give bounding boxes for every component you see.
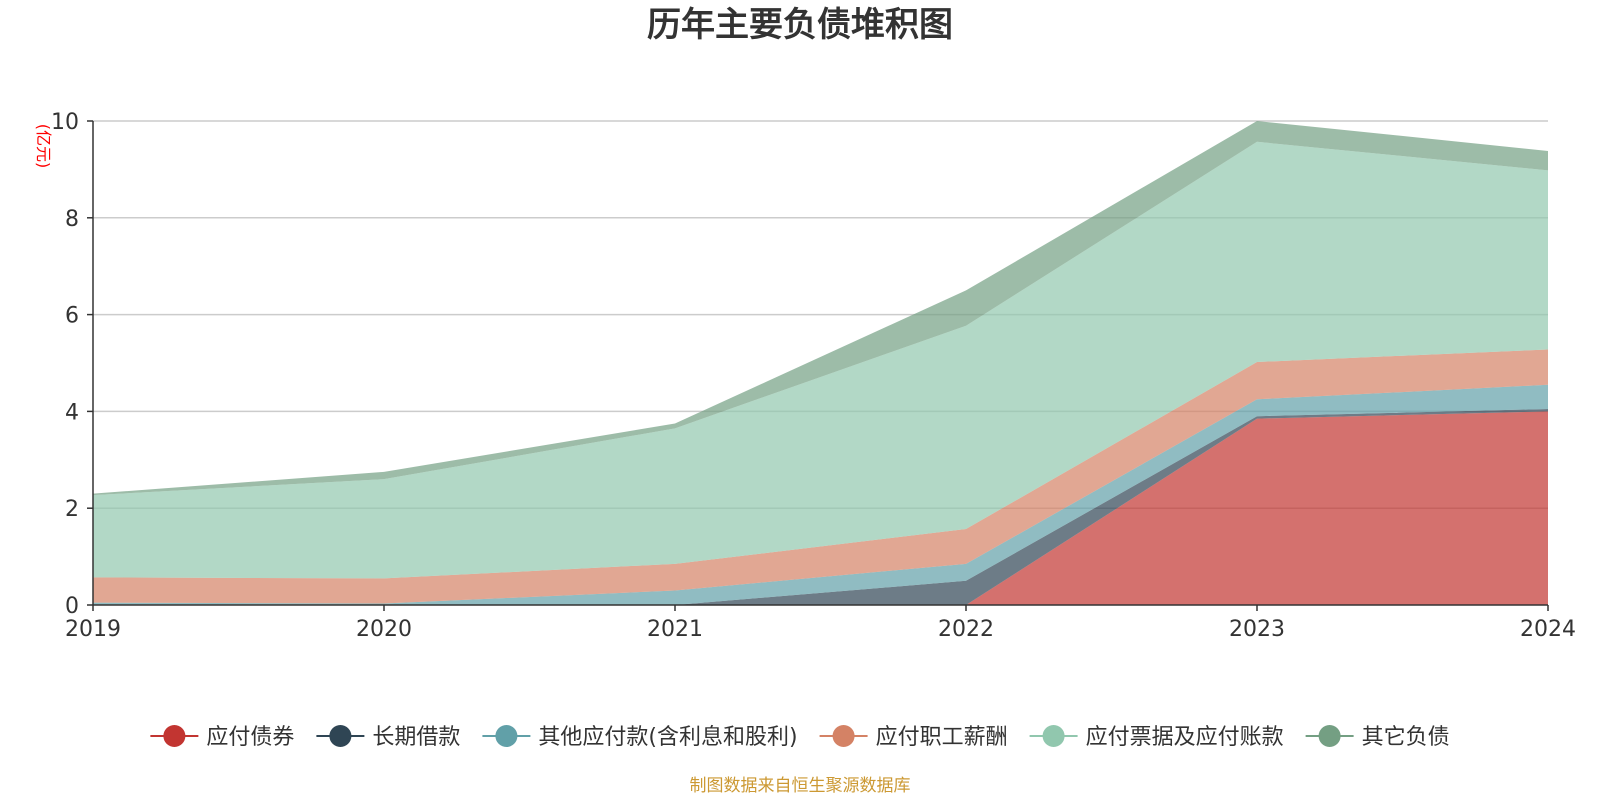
- x-tick-label: 2021: [647, 617, 703, 642]
- axes: 0 2 4 6 8 10 2019 2020 2021 2022 2023 2024: [51, 110, 1576, 642]
- legend-item-6[interactable]: 其它负债: [1305, 725, 1450, 750]
- y-tick-label: 8: [65, 207, 79, 232]
- legend-label: 应付票据及应付账款: [1086, 725, 1284, 750]
- area-2: [93, 408, 1548, 605]
- area-4: [93, 349, 1548, 604]
- legend-label: 应付职工薪酬: [876, 725, 1008, 750]
- legend-circle-icon: [1042, 725, 1065, 747]
- legend-item-1[interactable]: 应付债券: [150, 725, 294, 750]
- y-tick-label: 10: [51, 110, 79, 135]
- x-tick-label: 2022: [938, 617, 994, 642]
- legend-label: 应付债券: [206, 725, 294, 750]
- legend-item-2[interactable]: 长期借款: [316, 725, 460, 750]
- legend-item-3[interactable]: 其他应付款(含利息和股利): [482, 725, 798, 750]
- legend-circle-icon: [329, 725, 352, 747]
- area-3: [93, 384, 1548, 605]
- y-axis-unit: (亿元): [34, 124, 53, 169]
- x-tick-label: 2024: [1520, 617, 1576, 642]
- y-tick-label: 0: [65, 594, 79, 619]
- legend-label: 其它负债: [1362, 725, 1450, 750]
- chart-title: 历年主要负债堆积图: [647, 5, 953, 45]
- legend-circle-icon: [832, 725, 855, 747]
- y-tick-label: 6: [65, 304, 79, 329]
- legend-item-5[interactable]: 应付票据及应付账款: [1029, 725, 1284, 750]
- legend-circle-icon: [1318, 725, 1341, 747]
- legend-circle-icon: [163, 725, 186, 747]
- legend-label: 其他应付款(含利息和股利): [538, 725, 797, 750]
- x-tick-label: 2020: [356, 617, 412, 642]
- data-source-note: 制图数据来自恒生聚源数据库: [690, 776, 911, 796]
- x-tick-label: 2023: [1229, 617, 1285, 642]
- area-5: [93, 141, 1548, 579]
- y-tick-label: 2: [65, 497, 79, 522]
- legend[interactable]: 应付债券 长期借款 其他应付款(含利息和股利) 应付职工薪酬 应付票据及应付账款 其它负债: [150, 725, 1450, 750]
- y-tick-label: 4: [65, 400, 79, 425]
- legend-label: 长期借款: [372, 725, 460, 750]
- x-tick-label: 2019: [65, 617, 121, 642]
- legend-item-4[interactable]: 应付职工薪酬: [819, 725, 1008, 750]
- area-1: [93, 411, 1548, 605]
- area-series: [93, 121, 1548, 605]
- legend-circle-icon: [495, 725, 518, 747]
